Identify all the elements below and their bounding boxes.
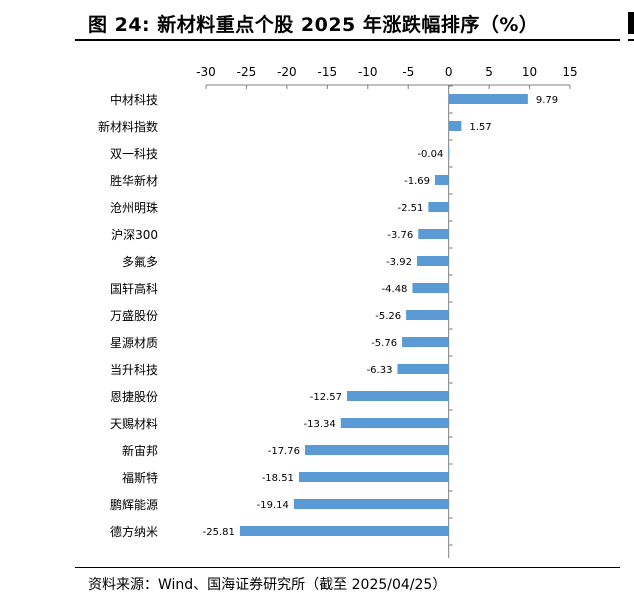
- data-label: -1.69: [404, 176, 430, 187]
- bar: [397, 364, 449, 374]
- category-label: 国轩高科: [110, 281, 158, 296]
- category-label: 中材科技: [110, 92, 158, 107]
- bar: [239, 526, 449, 536]
- category-label: 沪深300: [111, 228, 158, 242]
- bar: [293, 499, 449, 509]
- data-label: -17.76: [268, 446, 300, 457]
- data-label: -5.26: [375, 311, 401, 322]
- category-label: 星源材质: [110, 336, 158, 350]
- title-rule: [75, 39, 620, 41]
- category-label: 天赐材料: [110, 417, 158, 431]
- data-label: -5.76: [371, 338, 397, 349]
- x-tick-label: -20: [277, 65, 297, 79]
- category-label: 多氟多: [122, 255, 158, 269]
- category-label: 双一科技: [110, 147, 158, 161]
- category-label: 新宙邦: [122, 443, 158, 458]
- category-label: 胜华新材: [110, 173, 158, 188]
- source-text: Wind、国海证券研究所（截至 2025/04/25）: [158, 577, 447, 593]
- bar: [416, 256, 449, 266]
- data-label: -12.57: [310, 392, 342, 403]
- x-tick-label: 15: [562, 65, 577, 79]
- x-tick-label: -15: [318, 65, 338, 79]
- bar: [448, 148, 450, 158]
- data-label: -13.34: [304, 419, 336, 430]
- data-label: -25.81: [203, 527, 235, 538]
- category-label: 当升科技: [110, 363, 158, 377]
- bar: [340, 418, 449, 428]
- x-tick-label: -10: [358, 65, 378, 79]
- category-label: 福斯特: [122, 470, 158, 485]
- x-tick-label: -30: [196, 65, 216, 79]
- x-tick-label: 0: [445, 65, 453, 79]
- data-label: -18.51: [262, 473, 294, 484]
- x-tick-label: -5: [402, 65, 414, 79]
- x-tick-label: -25: [237, 65, 257, 79]
- edge-rule: [628, 39, 634, 41]
- x-tick-label: 10: [522, 65, 537, 79]
- figure-title: 图 24: 新材料重点个股 2025 年涨跌幅排序（%）: [88, 14, 539, 36]
- category-label: 鹏辉能源: [110, 498, 158, 512]
- source-rule: [75, 567, 620, 568]
- data-label: 9.79: [536, 95, 558, 106]
- data-label: -6.33: [367, 365, 393, 376]
- category-label: 新材料指数: [98, 119, 158, 134]
- data-label: 1.57: [469, 122, 491, 133]
- data-label: -3.92: [386, 257, 412, 268]
- category-label: 万盛股份: [110, 308, 158, 323]
- data-label: -0.04: [417, 149, 443, 160]
- bar: [434, 175, 449, 185]
- bar: [402, 337, 449, 347]
- bar: [412, 283, 449, 293]
- data-label: -4.48: [382, 284, 408, 295]
- data-label: -3.76: [387, 230, 413, 241]
- data-label: -2.51: [397, 203, 423, 214]
- source-label: 资料来源：: [88, 577, 158, 593]
- category-label: 恩捷股份: [110, 390, 158, 404]
- bar: [406, 310, 449, 320]
- bar: [305, 445, 449, 455]
- data-label: -19.14: [257, 500, 289, 511]
- source-note: 资料来源：Wind、国海证券研究所（截至 2025/04/25）: [88, 574, 446, 594]
- bar: [418, 229, 449, 239]
- category-label: 德方纳米: [110, 524, 158, 539]
- category-label: 沧州明珠: [110, 200, 158, 215]
- edge-mark: [628, 12, 634, 34]
- bar: [448, 121, 462, 131]
- bar: [448, 94, 528, 104]
- bar: [346, 391, 449, 401]
- bar: [428, 202, 449, 212]
- x-tick-label: 5: [485, 65, 493, 79]
- bar: [298, 472, 449, 482]
